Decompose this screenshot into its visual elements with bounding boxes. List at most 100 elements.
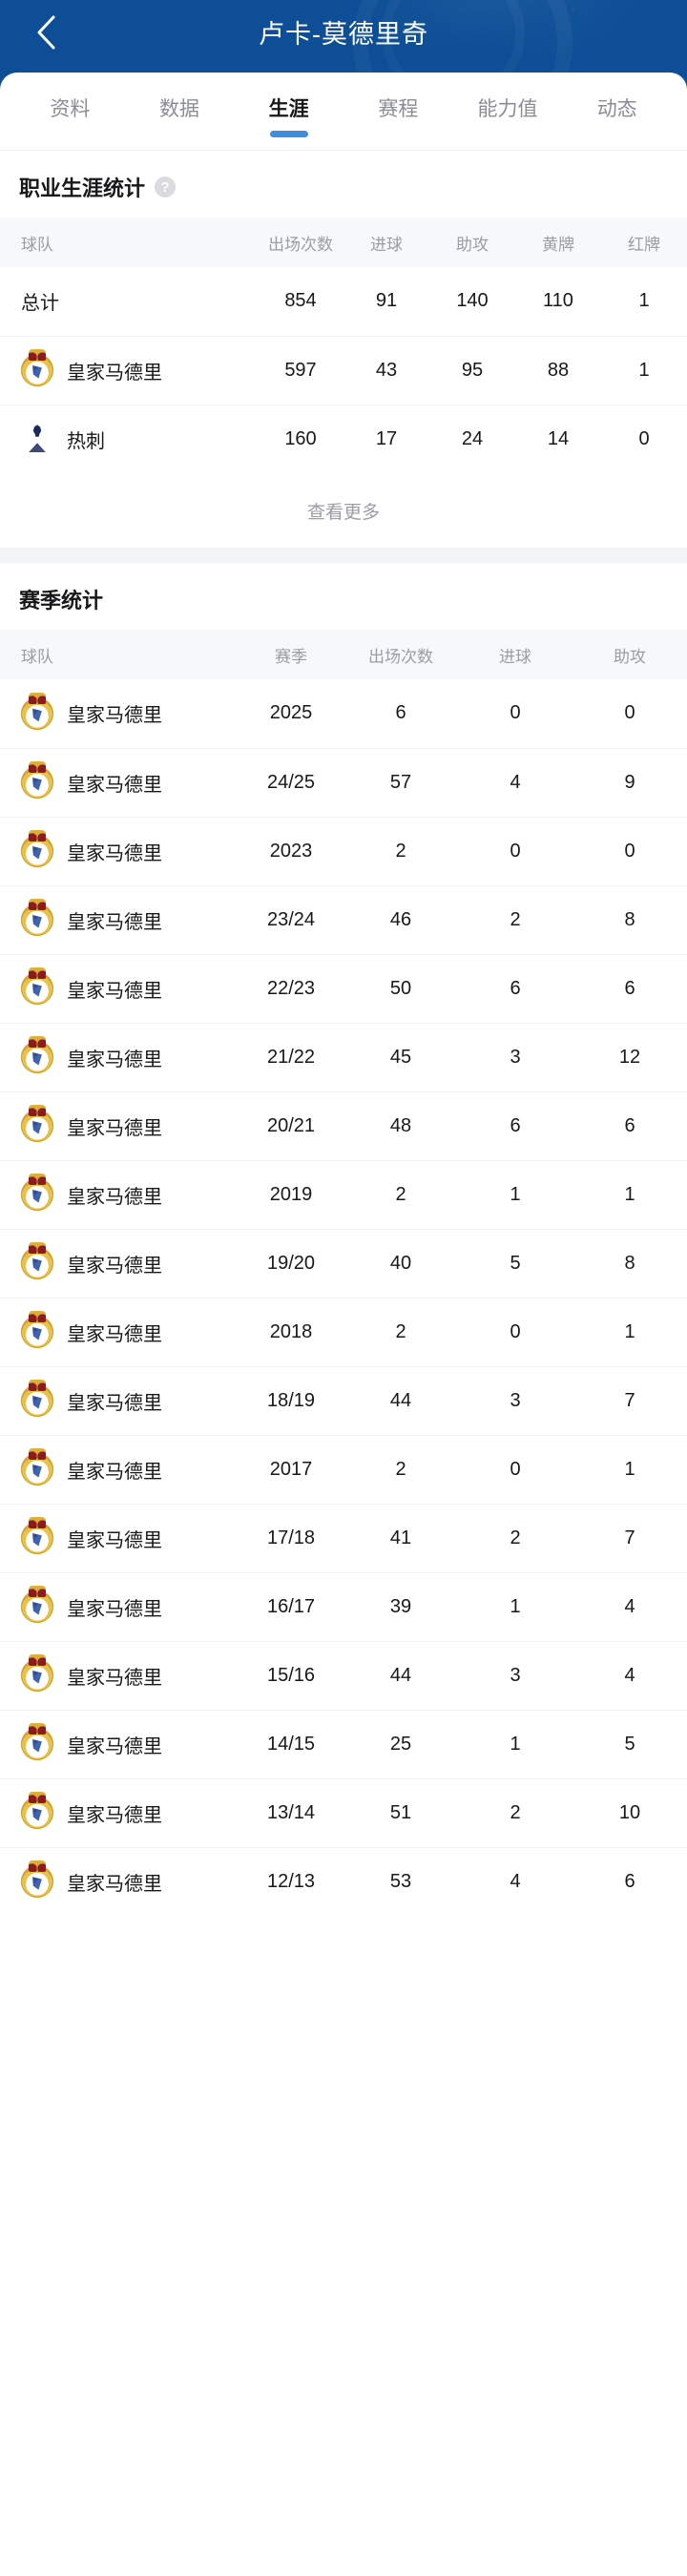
col-header-red: 红牌: [628, 235, 660, 254]
active-tab-indicator: [269, 130, 308, 137]
tab-nenglizhi[interactable]: 能力值: [453, 73, 563, 151]
real-madrid-crest-icon: [21, 1247, 53, 1279]
season-label: 20/21: [239, 1091, 344, 1161]
tottenham-crest-icon: [21, 423, 53, 456]
season-apps: 46: [344, 885, 458, 955]
col-header-yellow: 黄牌: [542, 235, 574, 254]
tab-shengya[interactable]: 生涯: [234, 73, 344, 151]
real-madrid-crest-icon: [21, 904, 53, 936]
table-row[interactable]: 皇家马德里 23/24 46 2 8: [0, 885, 687, 955]
table-row[interactable]: 皇家马德里 22/23 50 6 6: [0, 954, 687, 1024]
col-header-apps: 出场次数: [268, 235, 333, 254]
tab-label: 数据: [159, 97, 199, 120]
view-more-button[interactable]: 查看更多: [306, 502, 380, 523]
table-row[interactable]: 皇家马德里 15/16 44 3 4: [0, 1641, 687, 1711]
table-row[interactable]: 皇家马德里 2025 6 0 0: [0, 679, 687, 749]
real-madrid-crest-icon: [21, 1178, 53, 1211]
season-apps: 2: [344, 1435, 458, 1505]
career-team-cell: 热刺: [0, 405, 258, 473]
career-yellow: 88: [515, 336, 601, 405]
table-row[interactable]: 皇家马德里 14/15 25 1 5: [0, 1710, 687, 1779]
tab-dongtai[interactable]: 动态: [562, 73, 672, 151]
table-row[interactable]: 皇家马德里 18/19 44 3 7: [0, 1366, 687, 1436]
real-madrid-crest-icon: [21, 972, 53, 1005]
table-row[interactable]: 皇家马德里 21/22 45 3 12: [0, 1023, 687, 1092]
season-apps: 48: [344, 1091, 458, 1161]
tab-shuju[interactable]: 数据: [125, 73, 235, 151]
table-row[interactable]: 皇家马德里 2018 2 0 1: [0, 1298, 687, 1367]
season-goals: 0: [458, 1435, 572, 1505]
season-team-cell: 皇家马德里: [0, 1366, 239, 1436]
season-apps: 6: [344, 679, 458, 749]
content-sheet: 资料 数据 生涯 赛程 能力值 动态 职业生涯统计 ? 球队 出场次数 进球 助…: [0, 73, 687, 2576]
table-row[interactable]: 皇家马德里 2019 2 1 1: [0, 1160, 687, 1230]
table-row[interactable]: 热刺 160 17 24 14 0: [0, 405, 687, 473]
season-team-cell: 皇家马德里: [0, 1504, 239, 1573]
season-team-cell: 皇家马德里: [0, 1023, 239, 1092]
table-row[interactable]: 皇家马德里 2017 2 0 1: [0, 1435, 687, 1505]
season-label: 2018: [239, 1298, 344, 1367]
season-team-cell: 皇家马德里: [0, 1710, 239, 1779]
season-apps: 2: [344, 1160, 458, 1230]
season-assists: 7: [572, 1366, 687, 1436]
col-header-goals: 进球: [370, 235, 403, 254]
chevron-left-icon: [35, 14, 56, 51]
team-name: 皇家马德里: [67, 1529, 162, 1551]
real-madrid-crest-icon: [21, 766, 53, 799]
career-stats-table: 球队 出场次数 进球 助攻 黄牌 红牌 总计 854 91 140 110 1: [0, 218, 687, 473]
season-label: 19/20: [239, 1229, 344, 1298]
table-row[interactable]: 皇家马德里 2023 2 0 0: [0, 817, 687, 886]
table-row[interactable]: 皇家马德里 597 43 95 88 1: [0, 336, 687, 405]
season-apps: 2: [344, 1298, 458, 1367]
season-apps: 45: [344, 1023, 458, 1092]
table-row[interactable]: 皇家马德里 24/25 57 4 9: [0, 748, 687, 818]
tab-ziliao[interactable]: 资料: [15, 73, 125, 151]
career-goals: 17: [375, 427, 398, 449]
team-name: 皇家马德里: [67, 1117, 162, 1139]
season-stats-table: 球队 赛季 出场次数 进球 助攻 皇家马德里 2025 6 0 0 皇家马德里 24/25 5…: [0, 630, 687, 1916]
season-goals: 0: [458, 679, 572, 749]
real-madrid-crest-icon: [21, 354, 53, 386]
season-label: 12/13: [266, 1870, 316, 1892]
season-label: 22/23: [239, 954, 344, 1024]
team-name: 皇家马德里: [67, 1461, 162, 1483]
team-name: 皇家马德里: [67, 1667, 162, 1689]
back-button[interactable]: [21, 8, 71, 57]
season-goals: 5: [458, 1229, 572, 1298]
season-team-cell: 皇家马德里: [0, 885, 239, 955]
season-goals: 1: [458, 1572, 572, 1642]
season-goals: 2: [458, 1778, 572, 1848]
section-divider-band: [0, 548, 687, 563]
season-assists: 8: [572, 1229, 687, 1298]
season-apps: 53: [389, 1870, 412, 1892]
season-label: 2023: [239, 817, 344, 886]
season-assists: 12: [572, 1023, 687, 1092]
question-mark-icon[interactable]: ?: [155, 177, 177, 197]
season-team-cell: 皇家马德里: [0, 817, 239, 886]
col-header-goals: 进球: [499, 647, 531, 666]
table-row[interactable]: 皇家马德里 20/21 48 6 6: [0, 1091, 687, 1161]
season-team-cell: 皇家马德里: [0, 1160, 239, 1230]
season-label: 15/16: [239, 1641, 344, 1711]
col-header-season: 赛季: [275, 647, 307, 666]
season-label: 2019: [239, 1160, 344, 1230]
table-row[interactable]: 总计 854 91 140 110 1: [0, 267, 687, 337]
season-label: 17/18: [239, 1504, 344, 1573]
season-apps: 25: [344, 1710, 458, 1779]
tab-bar: 资料 数据 生涯 赛程 能力值 动态: [0, 73, 687, 151]
career-table-body: 总计 854 91 140 110 1 皇家马德里 597 43 95 88 1: [0, 267, 687, 473]
season-team-cell: 皇家马德里: [0, 679, 239, 749]
season-assists: 6: [572, 1091, 687, 1161]
table-row[interactable]: 皇家马德里 13/14 51 2 10: [0, 1778, 687, 1848]
table-row[interactable]: 皇家马德里 19/20 40 5 8: [0, 1229, 687, 1298]
team-name: 皇家马德里: [67, 980, 162, 1002]
table-row[interactable]: 皇家马德里 12/13 53 4 6: [0, 1847, 687, 1916]
season-apps: 2: [344, 817, 458, 886]
tab-saicheng[interactable]: 赛程: [344, 73, 453, 151]
col-header-assists: 助攻: [614, 647, 646, 666]
table-row[interactable]: 皇家马德里 17/18 41 2 7: [0, 1504, 687, 1573]
team-name: 热刺: [67, 430, 105, 452]
real-madrid-crest-icon: [21, 1522, 53, 1554]
table-row[interactable]: 皇家马德里 16/17 39 1 4: [0, 1572, 687, 1642]
real-madrid-crest-icon: [21, 1110, 53, 1142]
